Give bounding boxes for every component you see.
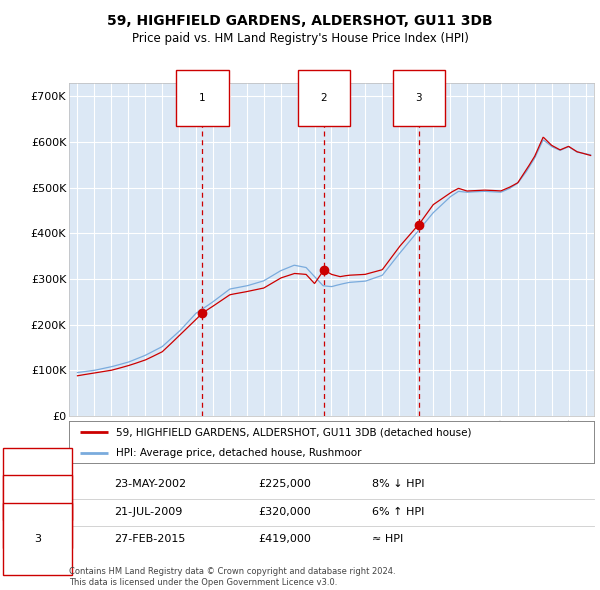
- Text: 6% ↑ HPI: 6% ↑ HPI: [372, 507, 424, 516]
- Text: 1: 1: [199, 93, 206, 103]
- Text: 59, HIGHFIELD GARDENS, ALDERSHOT, GU11 3DB: 59, HIGHFIELD GARDENS, ALDERSHOT, GU11 3…: [107, 14, 493, 28]
- Text: HPI: Average price, detached house, Rushmoor: HPI: Average price, detached house, Rush…: [116, 448, 362, 457]
- Text: 59, HIGHFIELD GARDENS, ALDERSHOT, GU11 3DB (detached house): 59, HIGHFIELD GARDENS, ALDERSHOT, GU11 3…: [116, 427, 472, 437]
- Text: 3: 3: [416, 93, 422, 103]
- Text: £419,000: £419,000: [258, 535, 311, 544]
- Text: 3: 3: [34, 535, 41, 544]
- Text: Price paid vs. HM Land Registry's House Price Index (HPI): Price paid vs. HM Land Registry's House …: [131, 32, 469, 45]
- Text: 21-JUL-2009: 21-JUL-2009: [114, 507, 182, 516]
- Text: 8% ↓ HPI: 8% ↓ HPI: [372, 479, 425, 489]
- Text: 2: 2: [34, 507, 41, 516]
- Text: 27-FEB-2015: 27-FEB-2015: [114, 535, 185, 544]
- Text: 2: 2: [320, 93, 327, 103]
- Text: £225,000: £225,000: [258, 479, 311, 489]
- Text: 1: 1: [34, 479, 41, 489]
- Text: This data is licensed under the Open Government Licence v3.0.: This data is licensed under the Open Gov…: [69, 578, 337, 587]
- Text: ≈ HPI: ≈ HPI: [372, 535, 403, 544]
- Text: 23-MAY-2002: 23-MAY-2002: [114, 479, 186, 489]
- Text: £320,000: £320,000: [258, 507, 311, 516]
- Text: Contains HM Land Registry data © Crown copyright and database right 2024.: Contains HM Land Registry data © Crown c…: [69, 566, 395, 576]
